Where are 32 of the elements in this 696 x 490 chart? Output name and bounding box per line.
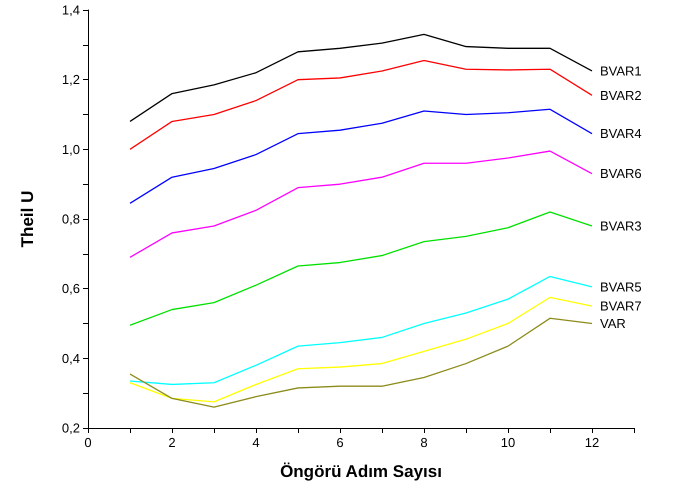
x-tick-label: 8 <box>420 435 428 450</box>
x-tick-label: 12 <box>584 435 600 450</box>
y-tick-label: 0,6 <box>62 281 80 296</box>
line-series <box>129 60 593 150</box>
line-series <box>129 150 593 258</box>
x-tick-label: 4 <box>252 435 260 450</box>
line-series <box>129 276 593 386</box>
series-label: BVAR4 <box>600 126 642 142</box>
y-tick-label: 0,2 <box>62 420 80 436</box>
line-series <box>129 296 593 403</box>
line-series <box>129 211 593 326</box>
series-label: BVAR1 <box>600 63 642 78</box>
x-tick-label: 10 <box>500 435 516 450</box>
series-label: BVAR2 <box>600 88 642 103</box>
series-label: BVAR3 <box>600 218 642 234</box>
line-series <box>129 34 593 122</box>
series-label: BVAR6 <box>600 166 642 182</box>
series-label: BVAR5 <box>600 279 642 294</box>
y-tick-label: 1,4 <box>62 2 80 18</box>
y-tick-label: 0,8 <box>62 212 80 226</box>
y-axis-title: Theil U <box>18 190 37 248</box>
line-series <box>129 318 593 408</box>
x-tick-label: 6 <box>336 435 344 450</box>
x-tick-label: 2 <box>168 435 176 450</box>
series-label: VAR <box>600 316 626 331</box>
y-tick-label: 0,4 <box>62 350 80 366</box>
y-tick-label: 1,2 <box>62 72 80 88</box>
x-tick-label: 0 <box>84 435 92 450</box>
series-label: BVAR7 <box>600 298 642 314</box>
x-axis-title: Öngörü Adım Sayısı <box>280 462 442 481</box>
line-series <box>129 108 593 204</box>
y-tick-label: 1,0 <box>62 142 80 157</box>
